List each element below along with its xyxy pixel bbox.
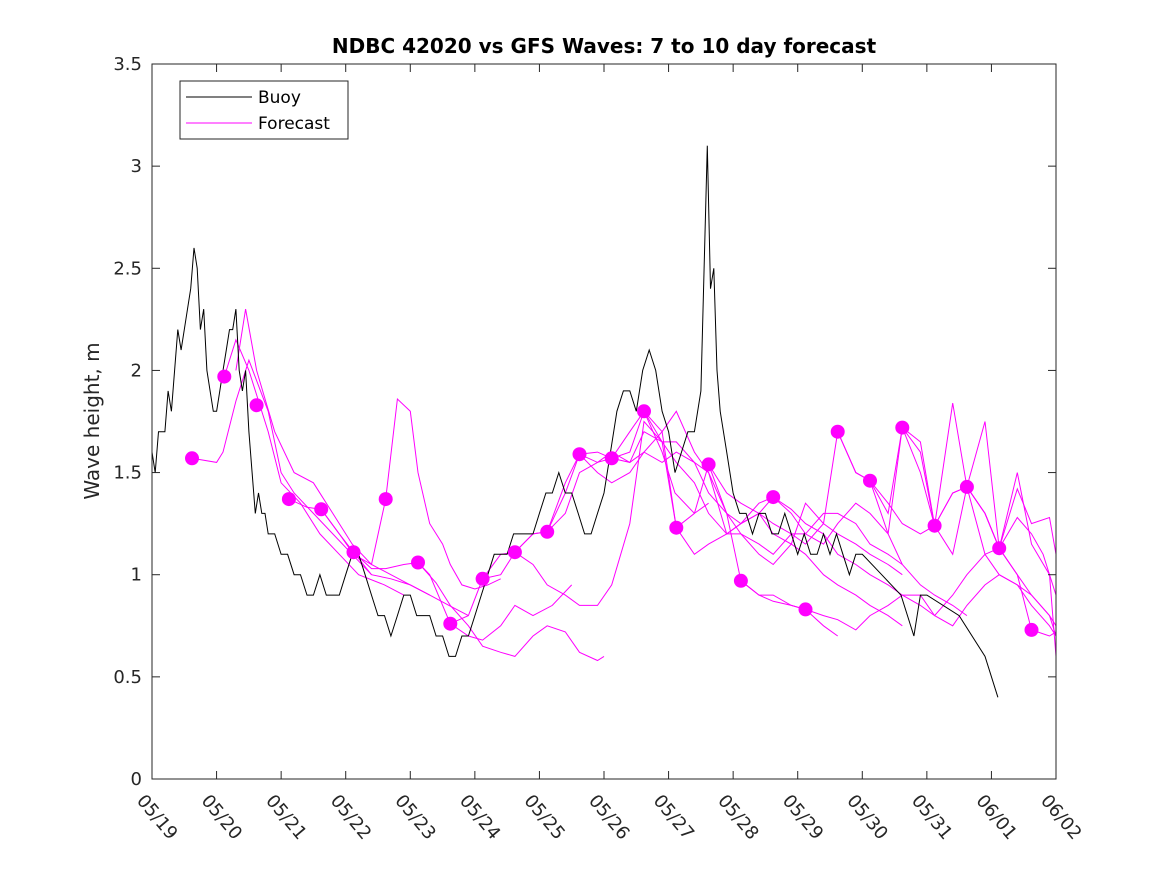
forecast-marker-2 <box>249 398 264 413</box>
chart-title: NDBC 42020 vs GFS Waves: 7 to 10 day for… <box>332 34 877 58</box>
y-tick-label-1: 0.5 <box>113 667 142 688</box>
legend-box <box>179 80 349 140</box>
forecast-marker-16 <box>701 457 716 472</box>
forecast-marker-21 <box>863 473 877 488</box>
data-layer <box>151 145 1057 698</box>
y-tick-label-6: 3 <box>131 156 142 177</box>
y-tick-label-5: 2.5 <box>113 258 142 279</box>
forecast-marker-10 <box>507 545 522 560</box>
forecast-line-5 <box>353 551 573 641</box>
forecast-marker-4 <box>314 502 329 517</box>
forecast-marker-0 <box>185 451 199 466</box>
forecast-marker-26 <box>1024 622 1039 637</box>
y-axis-label: Wave height, m <box>80 342 104 499</box>
y-tick-label-4: 2 <box>131 360 142 381</box>
forecast-marker-9 <box>475 571 490 586</box>
y-tick-label-0: 0 <box>131 769 142 790</box>
forecast-line-15 <box>740 574 1057 637</box>
y-tick-label-2: 1 <box>131 565 142 586</box>
y-tick-label-3: 1.5 <box>113 463 142 484</box>
legend: Buoy Forecast <box>179 80 349 140</box>
forecast-line-2 <box>235 309 430 596</box>
forecast-line-13 <box>643 410 1057 637</box>
forecast-marker-24 <box>959 479 974 494</box>
legend-label-forecast: Forecast <box>258 114 330 134</box>
forecast-marker-3 <box>281 492 296 507</box>
forecast-marker-19 <box>798 602 813 617</box>
forecast-marker-14 <box>637 404 651 419</box>
forecast-marker-25 <box>992 541 1007 556</box>
forecast-marker-6 <box>378 492 393 507</box>
forecast-line-0 <box>191 358 372 576</box>
forecast-marker-8 <box>443 616 458 631</box>
forecast-marker-5 <box>346 545 361 560</box>
forecast-marker-7 <box>411 555 425 570</box>
forecast-marker-13 <box>604 451 619 466</box>
plot-frame <box>151 63 1057 780</box>
forecast-line-1 <box>223 338 405 596</box>
forecast-marker-18 <box>766 490 781 505</box>
forecast-marker-23 <box>927 518 942 533</box>
forecast-line-6 <box>417 562 605 662</box>
plot-area <box>152 64 1056 779</box>
forecast-marker-12 <box>572 447 587 462</box>
forecast-line-12 <box>611 410 968 617</box>
forecast-line-11 <box>579 451 903 565</box>
legend-label-buoy: Buoy <box>258 88 301 108</box>
forecast-marker-11 <box>540 524 555 539</box>
forecast-marker-1 <box>217 369 232 384</box>
forecast-marker-22 <box>895 420 910 435</box>
forecast-line-9 <box>514 420 903 627</box>
forecast-line-16 <box>837 403 1057 637</box>
forecast-marker-20 <box>830 424 845 439</box>
y-tick-label-7: 3.5 <box>113 54 142 75</box>
forecast-marker-15 <box>669 520 684 535</box>
forecast-marker-17 <box>733 573 748 588</box>
forecast-line-19 <box>966 486 1057 596</box>
